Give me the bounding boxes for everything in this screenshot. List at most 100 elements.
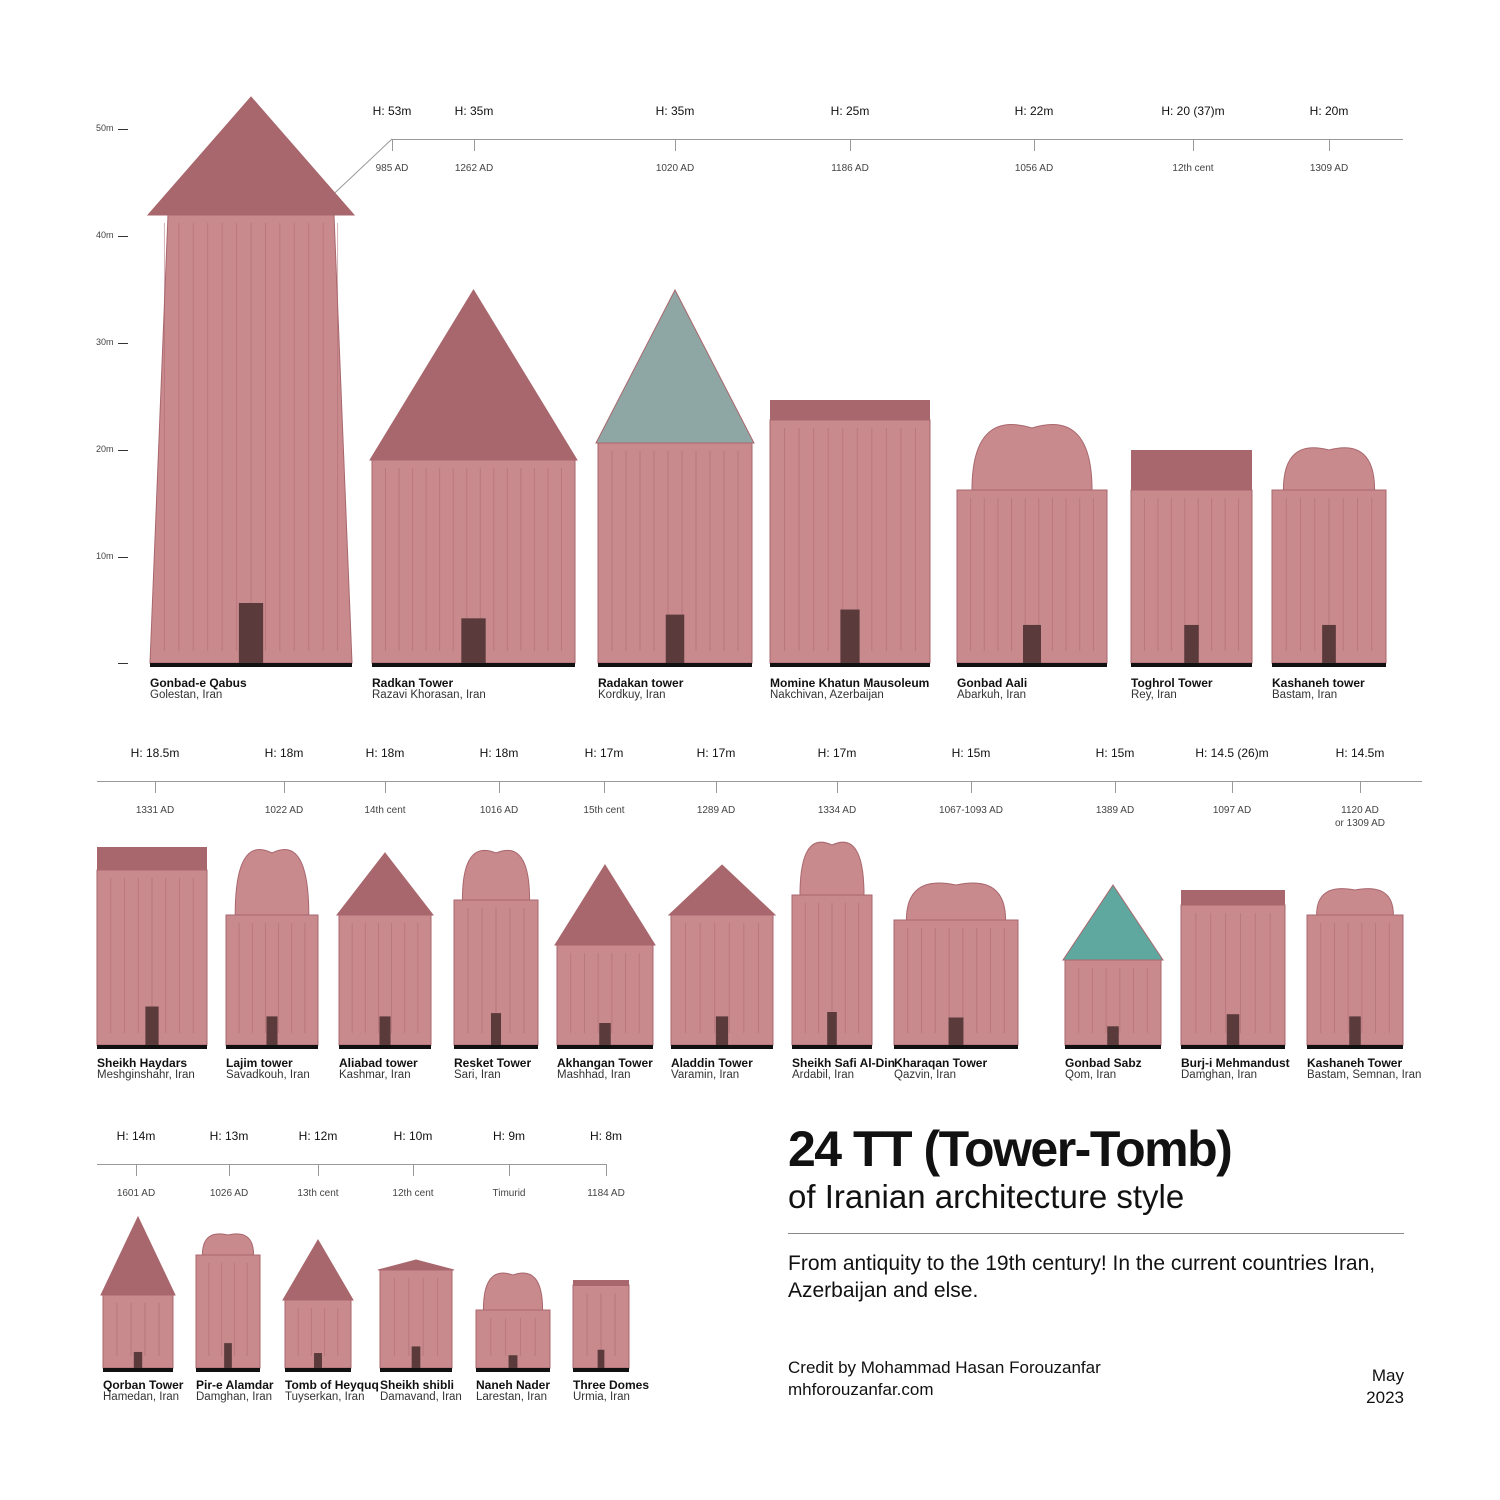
tower-date-label: 1184 AD bbox=[587, 1188, 625, 1199]
scale-tick bbox=[118, 129, 128, 130]
tower-height-label: H: 8m bbox=[589, 1129, 623, 1143]
tower-location: Qom, Iran bbox=[1065, 1069, 1117, 1081]
tower-name: Radkan Tower bbox=[372, 676, 454, 690]
dome-roof bbox=[234, 849, 310, 916]
tower-name: Resket Tower bbox=[454, 1056, 532, 1070]
flat-roof-band bbox=[1131, 450, 1252, 490]
tower-name: Lajim tower bbox=[226, 1056, 293, 1070]
tower-location: Damghan, Iran bbox=[1181, 1069, 1258, 1081]
tower-door bbox=[827, 1012, 837, 1045]
tower-base bbox=[671, 1045, 773, 1049]
tower-door bbox=[1023, 624, 1041, 663]
timeline-tick bbox=[1360, 781, 1361, 793]
timeline-tick bbox=[284, 781, 285, 793]
credit-prefix: Credit by bbox=[788, 1358, 857, 1377]
tower-door bbox=[665, 614, 685, 663]
tower-date-label: 1309 AD bbox=[1309, 163, 1349, 174]
tower-name: Kharaqan Tower bbox=[894, 1056, 988, 1070]
timeline-line bbox=[97, 781, 1422, 782]
timeline-tick bbox=[413, 1164, 414, 1176]
tower-base bbox=[103, 1368, 173, 1372]
timeline-tick bbox=[385, 781, 386, 793]
tower-height-label: H: 10m bbox=[393, 1129, 433, 1143]
tower-height-label: H: 17m bbox=[584, 746, 624, 760]
scale-label: 20m bbox=[96, 444, 114, 454]
tower-location: Rey, Iran bbox=[1131, 689, 1177, 701]
tower-door bbox=[597, 1349, 605, 1368]
tower-location: Hamedan, Iran bbox=[103, 1391, 180, 1403]
tower-location: Ardabil, Iran bbox=[792, 1069, 855, 1081]
tower-door bbox=[715, 1016, 729, 1045]
cone-roof bbox=[335, 852, 435, 916]
page-subtitle: of Iranian architecture style bbox=[788, 1178, 1185, 1215]
tower-location: Nakchivan, Azerbaijan bbox=[770, 689, 884, 701]
tower-base bbox=[476, 1368, 550, 1372]
timeline-tick bbox=[606, 1164, 607, 1176]
tower-height-label: H: 20 (37)m bbox=[1161, 104, 1225, 118]
tower-location: Mashhad, Iran bbox=[557, 1069, 631, 1081]
tower-base bbox=[598, 663, 752, 667]
dome-roof bbox=[461, 849, 531, 901]
tower-height-label: H: 53m bbox=[372, 104, 412, 118]
tower-location: Savadkouh, Iran bbox=[226, 1069, 310, 1081]
flat-roof-band bbox=[1181, 890, 1285, 905]
tower-base bbox=[957, 663, 1107, 667]
tower-location: Meshginshahr, Iran bbox=[97, 1069, 195, 1081]
tower-door bbox=[314, 1353, 322, 1368]
scale-tick bbox=[118, 450, 128, 451]
tower-base bbox=[150, 663, 352, 667]
dome-roof bbox=[905, 882, 1007, 921]
tower-base bbox=[1131, 663, 1252, 667]
tower-base bbox=[1307, 1045, 1403, 1049]
cone-roof bbox=[369, 289, 578, 461]
tower-date-label: 1016 AD bbox=[479, 805, 519, 816]
tower-location: Damghan, Iran bbox=[196, 1391, 273, 1403]
timeline-line bbox=[392, 139, 1403, 140]
tower-base bbox=[372, 663, 575, 667]
website: mhforouzanfar.com bbox=[788, 1380, 934, 1399]
tower-location: Bastam, Semnan, Iran bbox=[1307, 1069, 1422, 1081]
tower-door bbox=[1322, 624, 1336, 663]
tower-door bbox=[266, 1016, 278, 1045]
tower-height-label: H: 35m bbox=[655, 104, 695, 118]
tower-date-label: 1026 AD bbox=[209, 1188, 249, 1199]
timeline-tick bbox=[136, 1164, 137, 1176]
tower-name: Kashaneh Tower bbox=[1307, 1056, 1403, 1070]
tower-height-label: H: 35m bbox=[454, 104, 494, 118]
tower-door bbox=[508, 1355, 518, 1368]
tower-date-label: 12th cent bbox=[1172, 163, 1214, 174]
tower-height-label: H: 14.5m bbox=[1335, 746, 1385, 760]
tower-base bbox=[339, 1045, 431, 1049]
timeline-tick bbox=[971, 781, 972, 793]
scale-label: 40m bbox=[96, 230, 114, 240]
timeline-tick bbox=[716, 781, 717, 793]
tower-base bbox=[894, 1045, 1018, 1049]
tower-height-label: H: 22m bbox=[1014, 104, 1054, 118]
tower-date-label: 1601 AD bbox=[116, 1188, 156, 1199]
cone-roof bbox=[146, 96, 356, 216]
tower-name: Gonbad Sabz bbox=[1065, 1056, 1142, 1070]
timeline-tick bbox=[1329, 139, 1330, 151]
tower-name: Naneh Nader bbox=[476, 1378, 551, 1392]
tower-base bbox=[454, 1045, 538, 1049]
tower-date-label: 985 AD bbox=[375, 163, 409, 174]
timeline-tick bbox=[1115, 781, 1116, 793]
tower-height-label: H: 17m bbox=[696, 746, 736, 760]
scale-tick bbox=[118, 663, 128, 664]
tower-location: Razavi Khorasan, Iran bbox=[372, 689, 486, 701]
cone-roof bbox=[100, 1215, 176, 1296]
tower-date-label: 1056 AD bbox=[1014, 163, 1054, 174]
tower-base bbox=[792, 1045, 872, 1049]
tower-location: Kashmar, Iran bbox=[339, 1069, 411, 1081]
tower-name: Radakan tower bbox=[598, 676, 684, 690]
tower-door bbox=[379, 1016, 391, 1045]
timeline-tick bbox=[499, 781, 500, 793]
tower-height-label: H: 18.5m bbox=[130, 746, 180, 760]
tower-door bbox=[1184, 624, 1199, 663]
dome-roof bbox=[799, 841, 865, 896]
tower-base bbox=[557, 1045, 653, 1049]
tower-date-label: 13th cent bbox=[297, 1188, 339, 1199]
tower-door bbox=[238, 603, 264, 663]
tower-date-label: 1334 AD bbox=[817, 805, 857, 816]
tower-name: Qorban Tower bbox=[103, 1378, 184, 1392]
